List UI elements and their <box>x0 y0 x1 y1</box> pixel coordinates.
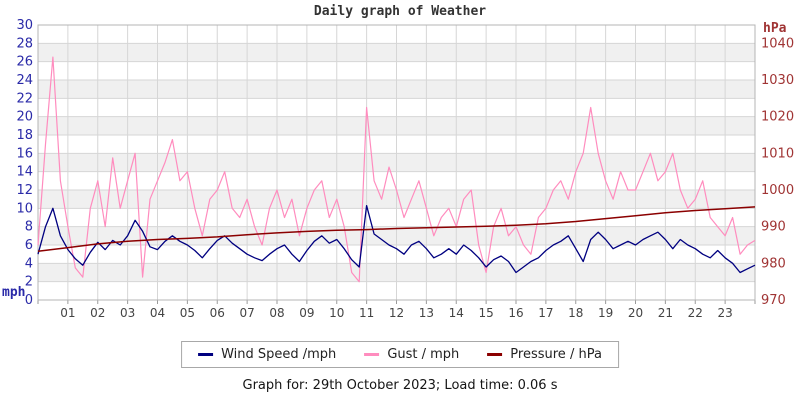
svg-text:20: 20 <box>16 110 33 125</box>
svg-text:15: 15 <box>478 306 493 320</box>
svg-text:05: 05 <box>180 306 195 320</box>
svg-text:1030: 1030 <box>761 73 794 88</box>
svg-text:12: 12 <box>389 306 404 320</box>
svg-text:24: 24 <box>16 73 33 88</box>
svg-text:4: 4 <box>25 256 33 271</box>
svg-text:02: 02 <box>90 306 105 320</box>
svg-text:11: 11 <box>359 306 374 320</box>
svg-text:12: 12 <box>16 183 33 198</box>
legend-label-pressure: Pressure / hPa <box>510 347 602 362</box>
svg-text:8: 8 <box>25 220 33 235</box>
legend-item-wind-speed: Wind Speed /mph <box>198 347 336 362</box>
svg-text:04: 04 <box>150 306 165 320</box>
svg-text:16: 16 <box>508 306 523 320</box>
svg-text:28: 28 <box>16 36 33 51</box>
svg-text:06: 06 <box>210 306 225 320</box>
svg-text:22: 22 <box>688 306 703 320</box>
weather-line-chart: 0246810121416182022242628309709809901000… <box>16 18 794 320</box>
svg-text:09: 09 <box>299 306 314 320</box>
left-axis-unit-label: mph <box>2 285 26 300</box>
wind-speed-line-swatch <box>198 353 214 356</box>
svg-text:03: 03 <box>120 306 135 320</box>
svg-text:13: 13 <box>419 306 434 320</box>
svg-text:970: 970 <box>761 293 786 308</box>
svg-text:16: 16 <box>16 146 33 161</box>
svg-text:6: 6 <box>25 238 33 253</box>
svg-text:26: 26 <box>16 55 33 70</box>
svg-text:21: 21 <box>658 306 673 320</box>
legend-label-gust: Gust / mph <box>387 347 460 362</box>
svg-text:990: 990 <box>761 220 786 235</box>
svg-text:1000: 1000 <box>761 183 794 198</box>
svg-text:22: 22 <box>16 91 33 106</box>
svg-text:19: 19 <box>598 306 613 320</box>
svg-text:980: 980 <box>761 256 786 271</box>
chart-title: Daily graph of Weather <box>313 4 487 19</box>
svg-text:23: 23 <box>717 306 732 320</box>
svg-text:07: 07 <box>239 306 254 320</box>
svg-text:1040: 1040 <box>761 36 794 51</box>
svg-text:0: 0 <box>25 293 33 308</box>
svg-text:10: 10 <box>16 201 33 216</box>
legend-item-pressure: Pressure / hPa <box>487 347 602 362</box>
pressure-line-swatch <box>487 353 503 356</box>
svg-text:18: 18 <box>568 306 583 320</box>
svg-text:18: 18 <box>16 128 33 143</box>
svg-text:2: 2 <box>25 275 33 290</box>
chart-legend: Wind Speed /mph Gust / mph Pressure / hP… <box>181 341 619 368</box>
legend-label-wind-speed: Wind Speed /mph <box>221 347 337 362</box>
svg-text:01: 01 <box>60 306 75 320</box>
svg-text:30: 30 <box>16 18 33 33</box>
svg-text:08: 08 <box>269 306 284 320</box>
right-axis-unit-label: hPa <box>763 21 787 36</box>
svg-text:1010: 1010 <box>761 146 794 161</box>
svg-text:10: 10 <box>329 306 344 320</box>
svg-text:14: 14 <box>16 165 33 180</box>
footer-text: Graph for: 29th October 2023; Load time:… <box>242 378 558 393</box>
svg-text:20: 20 <box>628 306 643 320</box>
svg-text:1020: 1020 <box>761 110 794 125</box>
legend-item-gust: Gust / mph <box>364 347 459 362</box>
gust-line-swatch <box>364 353 380 356</box>
svg-text:17: 17 <box>538 306 553 320</box>
svg-text:14: 14 <box>449 306 464 320</box>
